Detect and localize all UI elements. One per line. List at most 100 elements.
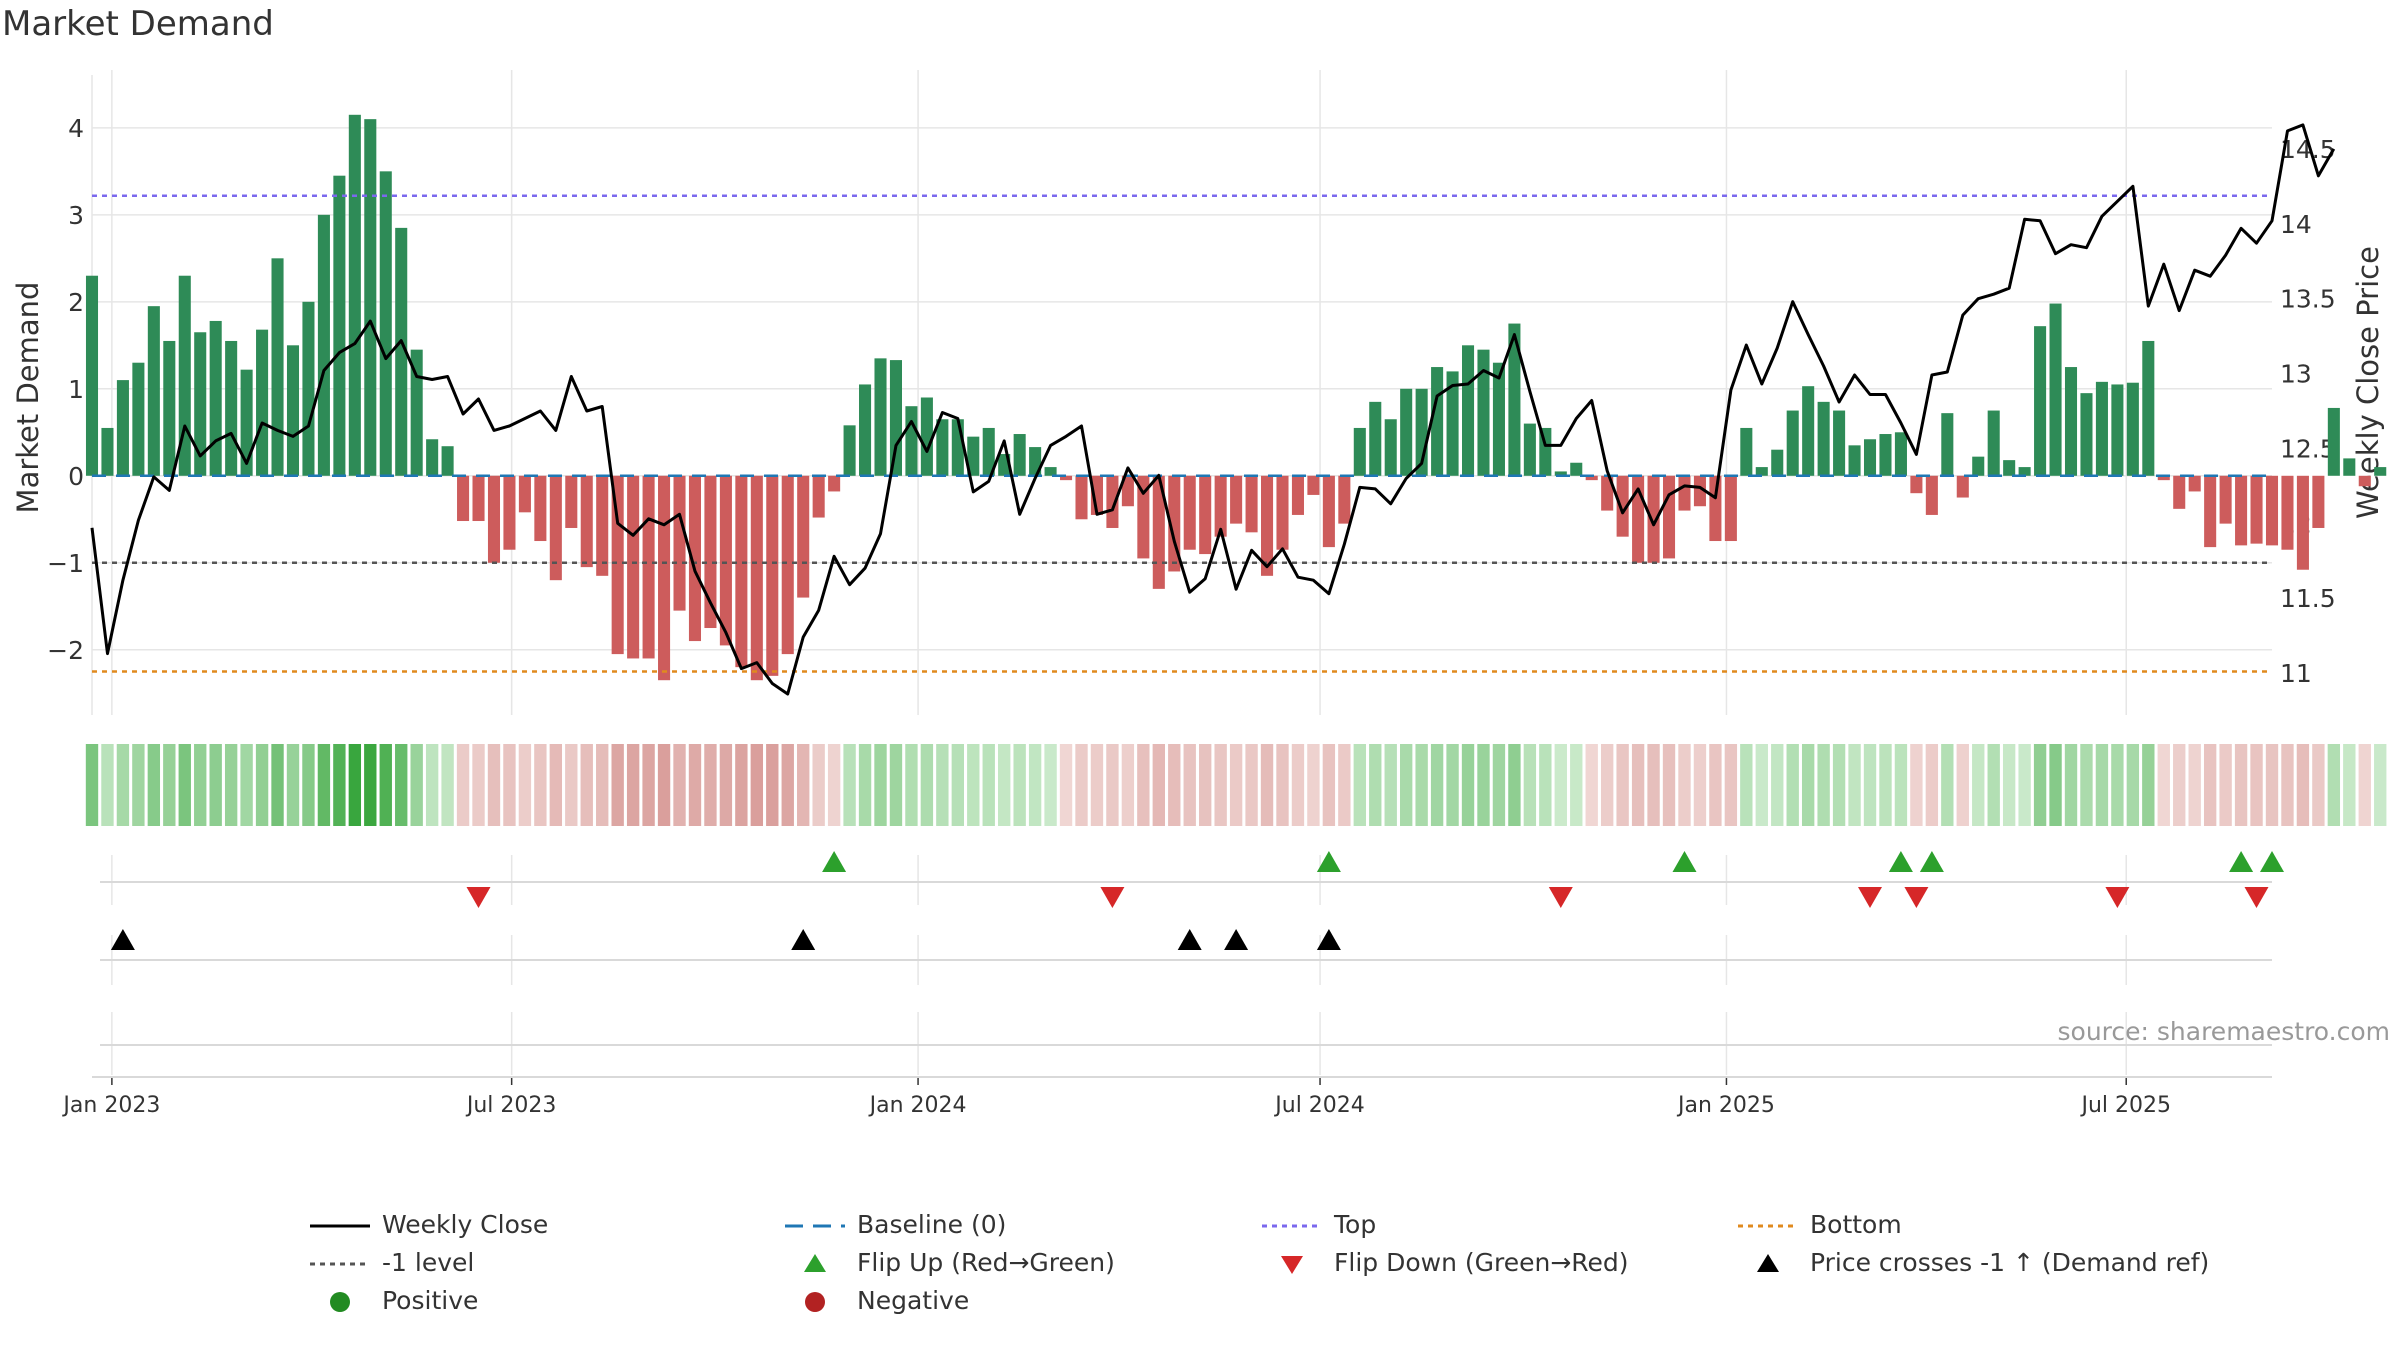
strip-cell xyxy=(1631,744,1645,826)
x-tick-label: Jan 2024 xyxy=(868,1093,967,1118)
strip-cell xyxy=(1492,744,1506,826)
demand-bar xyxy=(487,475,501,563)
strip-cell xyxy=(951,744,964,826)
x-tick-label: Jul 2023 xyxy=(465,1093,557,1118)
strip-cell xyxy=(1430,744,1444,826)
demand-bar xyxy=(364,119,377,476)
strip-cell xyxy=(2157,744,2170,826)
demand-bar xyxy=(1261,475,1274,576)
strip-cell xyxy=(1771,744,1784,826)
demand-bar xyxy=(348,114,361,476)
strip-cell xyxy=(596,744,609,826)
strip-cell xyxy=(1461,744,1475,826)
demand-bar xyxy=(1802,386,1815,476)
strip-cell xyxy=(1121,744,1135,826)
strip-cell xyxy=(2265,744,2279,826)
strip-cell xyxy=(1291,744,1305,826)
strip-cell xyxy=(379,744,392,826)
strip-cell xyxy=(1848,744,1861,826)
flip-up-marker xyxy=(1316,851,1341,872)
demand-bar xyxy=(1461,345,1475,476)
demand-bar xyxy=(441,446,454,476)
strip-cell xyxy=(132,744,145,826)
legend-label: Flip Up (Red→Green) xyxy=(857,1248,1115,1277)
demand-bar xyxy=(1910,475,1923,494)
demand-bar xyxy=(1276,475,1289,550)
source-text: source: sharemaestro.com xyxy=(2057,1017,2391,1046)
flip-up-marker xyxy=(2260,851,2284,872)
demand-bar xyxy=(1601,475,1614,511)
demand-bar xyxy=(225,340,238,476)
y2-tick-label: 12.5 xyxy=(2280,434,2336,463)
strip-cell xyxy=(2281,744,2294,826)
strip-cell xyxy=(1183,744,1196,826)
strip-cell xyxy=(286,744,300,826)
strip-cell xyxy=(1260,744,1274,826)
y-tick-label: 4 xyxy=(68,114,84,143)
strip-cell xyxy=(2250,744,2263,826)
strip-cell xyxy=(116,744,130,826)
legend-label: Negative xyxy=(857,1286,970,1315)
demand-bar xyxy=(1353,427,1366,476)
demand-bar xyxy=(2281,475,2294,550)
demand-bar xyxy=(1693,475,1706,507)
strip-cell xyxy=(719,744,733,826)
demand-bar xyxy=(843,425,856,476)
strip-cell xyxy=(1307,744,1320,826)
strip-cell xyxy=(2126,744,2140,826)
strip-cell xyxy=(2219,744,2232,826)
demand-bar xyxy=(1400,388,1413,476)
demand-bar xyxy=(889,360,903,476)
demand-bar xyxy=(1508,323,1521,476)
demand-bar xyxy=(1817,401,1830,476)
strip-cell xyxy=(1369,744,1382,826)
y-tick-label: 0 xyxy=(68,462,84,491)
strip-cell xyxy=(1539,744,1552,826)
demand-bar xyxy=(2018,467,2031,476)
strip-cell xyxy=(2064,744,2078,826)
demand-bar xyxy=(2235,475,2248,546)
demand-bar xyxy=(1477,349,1490,476)
strip-cell xyxy=(147,744,161,826)
demand-bar xyxy=(1724,475,1737,542)
demand-bar xyxy=(1771,449,1784,476)
strip-cell xyxy=(2173,744,2186,826)
y2-tick-label: 13 xyxy=(2280,360,2312,389)
flip-down-marker xyxy=(1100,887,1125,908)
strip-cell xyxy=(781,744,794,826)
strip-cell xyxy=(750,744,764,826)
demand-bar xyxy=(750,475,763,681)
demand-bar xyxy=(1570,462,1583,476)
demand-bar xyxy=(874,358,887,476)
strip-cell xyxy=(194,744,207,826)
strip-cell xyxy=(797,744,810,826)
demand-bar xyxy=(611,475,624,655)
strip-cell xyxy=(503,744,516,826)
demand-bar xyxy=(1709,475,1722,542)
flip-down-marker xyxy=(1904,887,1929,908)
strip-cell xyxy=(2018,744,2031,826)
legend-symbol-9 xyxy=(785,1284,845,1320)
price-cross-marker xyxy=(791,929,816,950)
demand-bar xyxy=(518,475,531,513)
demand-bar xyxy=(1384,419,1397,476)
demand-bar xyxy=(2312,475,2325,528)
strip-cell xyxy=(1090,744,1104,826)
demand-bar xyxy=(1879,434,1892,476)
strip-cell xyxy=(1786,744,1799,826)
demand-bar xyxy=(286,345,300,476)
strip-cell xyxy=(2095,744,2109,826)
demand-bar xyxy=(812,475,825,518)
demand-bar xyxy=(1214,475,1227,537)
strip-cell xyxy=(2234,744,2248,826)
strip-cell xyxy=(1570,744,1583,826)
strip-cell xyxy=(101,744,114,826)
legend-label: Weekly Close xyxy=(382,1210,549,1239)
demand-bar xyxy=(1106,475,1119,528)
y2-tick-label: 11 xyxy=(2280,659,2312,688)
demand-bar xyxy=(271,258,284,476)
legend-symbol-4 xyxy=(310,1246,370,1282)
strip-cell xyxy=(1724,744,1738,826)
chart-title: Market Demand xyxy=(2,4,274,44)
strip-cell xyxy=(456,744,470,826)
